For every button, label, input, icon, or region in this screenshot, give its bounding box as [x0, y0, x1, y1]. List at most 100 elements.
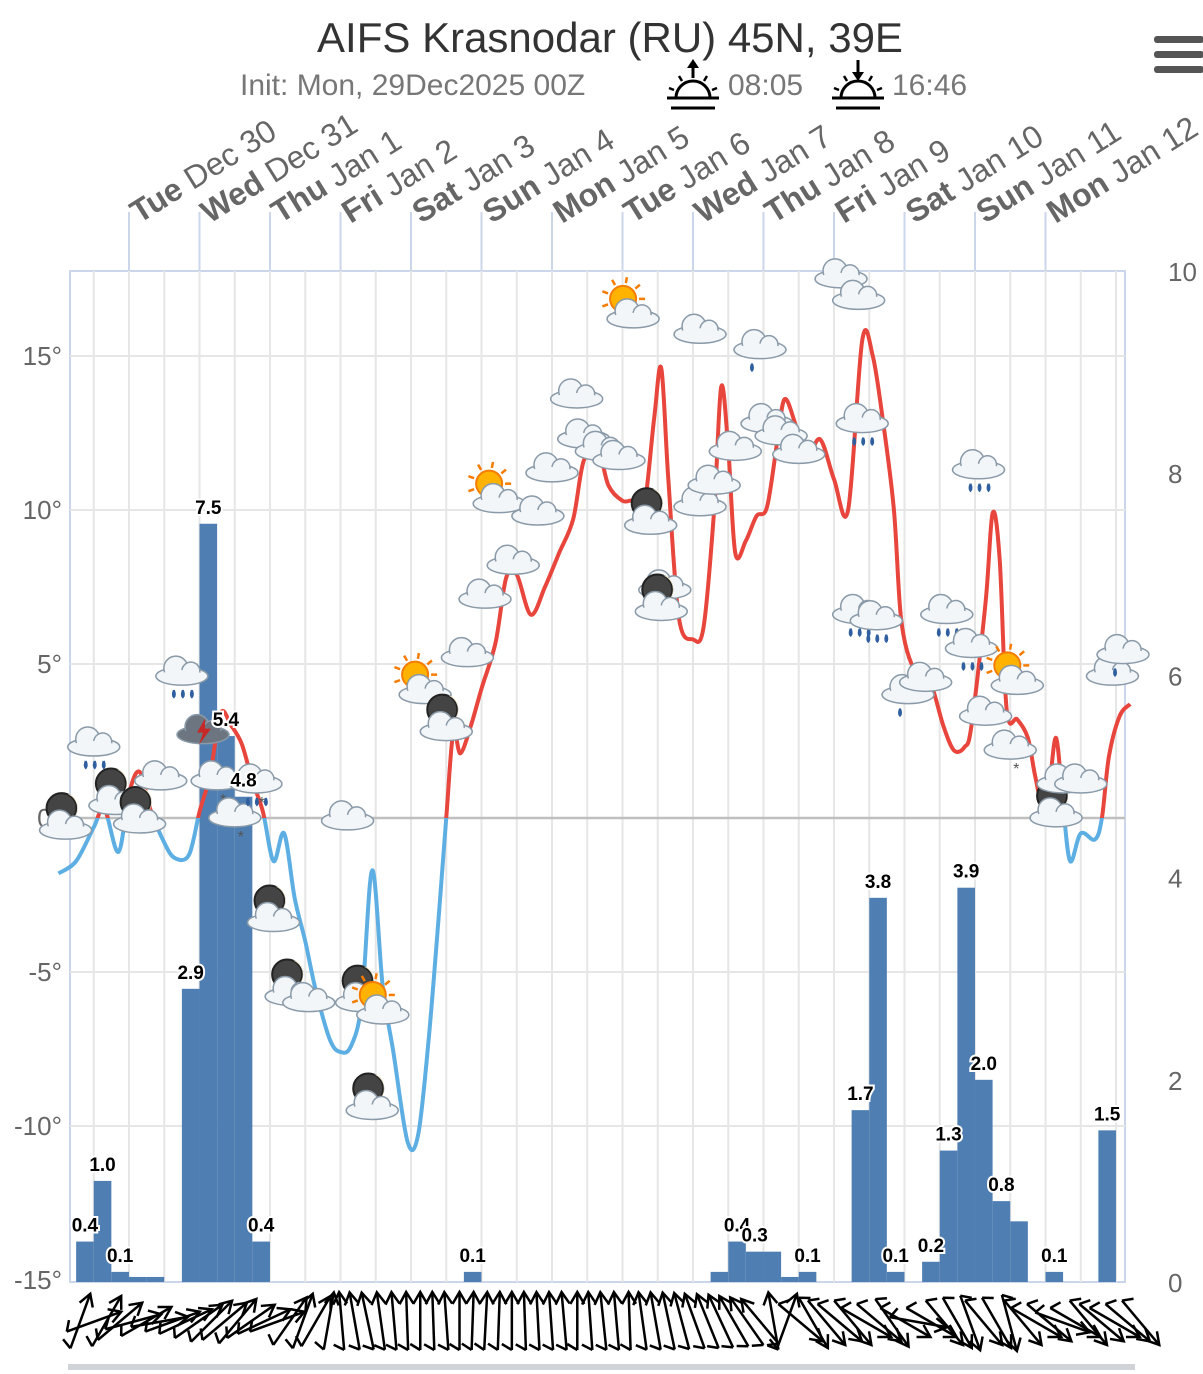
precip-bar: [181, 988, 200, 1282]
thunderstorm-icon: [176, 713, 230, 745]
rain-icon: [835, 402, 889, 447]
precip-bar: [975, 1079, 993, 1282]
precip-bar: [1010, 1221, 1028, 1282]
y-tick-right: 4: [1168, 864, 1182, 894]
precip-value-label: 0.4: [724, 1216, 751, 1237]
precip-value-label: 0.3: [741, 1226, 767, 1247]
cloudy-icon: [525, 452, 579, 483]
partly-cloudy-day-icon: [351, 973, 410, 1025]
precip-value-label: 0.1: [794, 1246, 821, 1267]
precip-value-label: 0.8: [988, 1175, 1014, 1196]
cloudy-icon: [958, 695, 1013, 726]
wind-arrow: [384, 1289, 401, 1352]
cloudy-icon: [511, 495, 565, 526]
partly-cloudy-night-icon: [112, 786, 167, 834]
partly-cloudy-night-icon: [345, 1072, 399, 1121]
cloudy-icon: [687, 464, 741, 495]
sunrise-icon: [667, 59, 719, 110]
precip-bar: [992, 1201, 1011, 1282]
wind-arrow: [214, 1297, 258, 1345]
wind-arrow: [606, 1289, 623, 1352]
y-tick-left: 10°: [23, 495, 62, 525]
cloudy-icon: [1054, 763, 1108, 794]
wind-arrow: [619, 1289, 638, 1352]
temperature-line-cold: [57, 818, 1104, 1153]
wind-arrow: [448, 1289, 468, 1352]
wind-arrow: [1068, 1297, 1109, 1347]
wind-arrow: [461, 1289, 482, 1352]
wind-barbs: [62, 1289, 1161, 1370]
wind-arrow: [1026, 1299, 1074, 1343]
wind-arrow: [718, 1293, 750, 1348]
cloudy-icon: [549, 378, 604, 409]
sunset-icon: [832, 60, 884, 110]
precip-bar: [922, 1261, 940, 1282]
wind-arrow: [423, 1289, 441, 1352]
wind-arrow: [501, 1289, 520, 1352]
precip-bar: [763, 1251, 782, 1282]
y-tick-right: 8: [1168, 459, 1182, 489]
wind-arrow: [593, 1289, 610, 1351]
wind-arrow: [528, 1289, 546, 1352]
y-tick-left: -5°: [28, 957, 62, 987]
partly-cloudy-night-icon: [1029, 779, 1083, 828]
partly-cloudy-night-icon: [634, 573, 689, 622]
cloudy-icon: [898, 661, 953, 693]
precip-bar: [111, 1271, 129, 1282]
partly-cloudy-day-icon: [986, 643, 1045, 696]
wind-arrow: [94, 1301, 145, 1341]
y-tick-left: 5°: [37, 649, 62, 679]
subtitle-row: Init: Mon, 29Dec2025 00Z 08:05 16:46: [240, 59, 967, 110]
wind-arrow: [554, 1289, 571, 1352]
snow-icon: *: [208, 797, 262, 846]
wind-arrow: [768, 1291, 801, 1350]
drizzle-icon: [1096, 633, 1150, 678]
cloudy-icon: [458, 578, 512, 609]
cloudy-icon: [282, 981, 336, 1013]
precip-bar: [463, 1271, 482, 1282]
y-tick-right: 10: [1168, 257, 1197, 287]
precip-bar: [129, 1276, 147, 1282]
cloudy-icon: [592, 439, 646, 471]
rain-icon: [849, 599, 904, 644]
wind-arrow: [62, 1291, 94, 1350]
wind-arrow: [343, 1290, 361, 1351]
precip-bar: [199, 523, 218, 1282]
hamburger-menu-icon[interactable]: [1154, 36, 1203, 76]
wind-arrow: [473, 1289, 495, 1351]
weather-icons: ****: [38, 258, 1150, 1121]
partly-cloudy-day-icon: [468, 461, 526, 514]
precip-bar: [798, 1271, 817, 1282]
precip-bar: [939, 1150, 958, 1282]
wind-arrow: [806, 1297, 847, 1347]
wind-arrow: [437, 1289, 454, 1352]
precip-value-label: 0.2: [918, 1236, 944, 1257]
precip-value-label: 3.9: [953, 862, 979, 883]
precip-value-label: 2.0: [971, 1054, 997, 1075]
partly-cloudy-night-icon: [419, 693, 473, 742]
precip-value-label: 7.5: [195, 498, 222, 519]
wind-arrow: [959, 1294, 984, 1353]
cloudy-icon: [831, 279, 886, 311]
y-tick-right: 2: [1168, 1066, 1182, 1096]
temperature-line-warm: [95, 328, 1132, 818]
drizzle-icon: [733, 328, 787, 373]
precip-bar: [217, 736, 235, 1282]
wind-arrow: [581, 1289, 598, 1352]
wind-arrow: [833, 1297, 873, 1347]
wind-arrow: [370, 1289, 387, 1351]
rain-icon: [155, 655, 209, 699]
wind-arrow: [225, 1303, 277, 1340]
cloudy-icon: [708, 430, 763, 462]
wind-arrow: [1003, 1297, 1044, 1347]
init-time: Init: Mon, 29Dec2025 00Z: [240, 69, 585, 102]
wind-arrow: [356, 1290, 375, 1351]
cloudy-icon: [772, 433, 826, 465]
precip-bar: [93, 1180, 112, 1282]
wind-arrow: [1104, 1299, 1152, 1343]
precip-value-label: 0.1: [1041, 1246, 1068, 1267]
wind-arrow: [487, 1289, 508, 1352]
wind-arrow: [840, 1301, 894, 1339]
precip-bar: [1045, 1271, 1064, 1282]
